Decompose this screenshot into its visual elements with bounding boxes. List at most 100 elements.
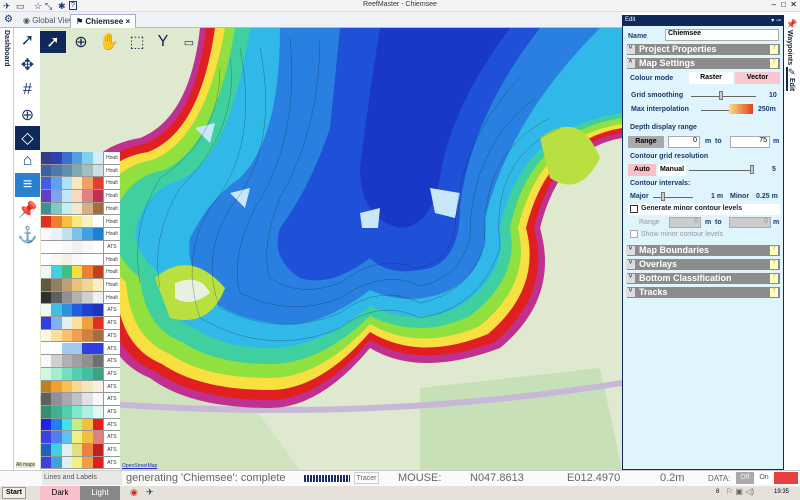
auto-button[interactable]: Auto bbox=[628, 164, 656, 176]
palette-row[interactable]: Hoult bbox=[41, 152, 120, 165]
data-record-button[interactable] bbox=[774, 472, 798, 484]
pointer-icon[interactable]: ➚ bbox=[20, 32, 35, 49]
section-bottom-classification[interactable]: ˅ Bottom Classification? bbox=[626, 273, 780, 284]
chrome-icon[interactable]: ◉ bbox=[130, 487, 138, 497]
show-minor-checkbox[interactable] bbox=[630, 230, 638, 238]
palette-row[interactable]: Hoult bbox=[41, 228, 120, 241]
palette-row[interactable]: ATS bbox=[41, 456, 120, 470]
depth-map[interactable] bbox=[40, 28, 622, 470]
pin-icon[interactable]: ▾ ⊸ bbox=[771, 18, 781, 24]
grid-icon[interactable]: # bbox=[23, 81, 32, 98]
depth-palette-icon[interactable]: ≡ bbox=[15, 173, 40, 197]
palette-row[interactable]: ATS bbox=[41, 240, 120, 254]
ruler-tool-button[interactable]: ▭ bbox=[183, 36, 195, 49]
data-on-button[interactable]: On bbox=[755, 472, 773, 484]
section-project-properties[interactable]: ˅ Project Properties? bbox=[626, 44, 780, 55]
section-map-boundaries[interactable]: ˅ Map Boundaries? bbox=[626, 245, 780, 256]
manual-button[interactable]: Manual bbox=[658, 164, 686, 176]
palette-label: Hoult bbox=[102, 190, 120, 202]
zoom-icon[interactable]: ⊕ bbox=[20, 107, 35, 124]
palette-row[interactable]: ATS bbox=[41, 355, 120, 368]
waypoints-tab[interactable]: 📌 Waypoints bbox=[786, 19, 798, 66]
app-logo-icon[interactable]: ✈ bbox=[3, 1, 11, 11]
major-interval-handle[interactable] bbox=[661, 192, 665, 201]
chevron-down-icon: ˅ bbox=[626, 288, 635, 297]
track-split-tool-button[interactable]: Y bbox=[157, 33, 169, 50]
major-interval-slider[interactable] bbox=[653, 197, 693, 198]
dashboard-side-tab[interactable]: Dashboard bbox=[0, 28, 14, 470]
region-map-icon[interactable]: ◇ bbox=[15, 126, 40, 150]
name-input[interactable]: Chiemsee bbox=[665, 29, 779, 41]
palette-row[interactable]: Hoult bbox=[41, 266, 120, 279]
raster-button[interactable]: Raster bbox=[689, 72, 733, 84]
minor-from-input[interactable]: 0 bbox=[669, 217, 701, 228]
box-select-tool-button[interactable]: ⬚ bbox=[129, 34, 145, 51]
boat-icon[interactable]: ⌂ bbox=[22, 152, 33, 169]
palette-row[interactable]: ATS bbox=[41, 329, 120, 343]
reefmaster-taskbar-icon[interactable]: ✈ bbox=[146, 487, 154, 497]
map-view[interactable]: ➚ ⊕ ✋ ⬚ Y ▭ OpenStreetMap bbox=[40, 28, 622, 470]
pan-hand-tool-button[interactable]: ✋ bbox=[99, 34, 119, 51]
tray-flag-icon[interactable]: ⚐ ▣ ◁) bbox=[726, 487, 754, 496]
section-tracks[interactable]: ˅ Tracks? bbox=[626, 287, 780, 298]
section-overlays[interactable]: ˅ Overlays? bbox=[626, 259, 780, 270]
close-tab-icon[interactable]: × bbox=[125, 17, 131, 26]
palette-row[interactable]: Hoult bbox=[41, 164, 120, 178]
palette-list[interactable]: Hoult Hoult Hoult Hoult Hoult Hoult Hoult ATS Ho… bbox=[41, 152, 120, 470]
move-arrows-icon[interactable]: ✥ bbox=[20, 57, 35, 74]
tab-chiemsee[interactable]: ⚑ Chiemsee × bbox=[70, 14, 137, 28]
edit-tab[interactable]: ✎ Edit bbox=[786, 67, 796, 92]
palette-row[interactable]: Hoult bbox=[41, 279, 120, 292]
palette-row[interactable]: ATS bbox=[41, 406, 120, 419]
tab-global-view[interactable]: ◉ Global View bbox=[23, 16, 75, 25]
maximize-button[interactable]: □ bbox=[781, 0, 786, 9]
tools-icon[interactable]: ⤡ bbox=[45, 1, 53, 11]
depth-to-input[interactable]: 75 bbox=[730, 136, 770, 148]
help-icon[interactable]: ? bbox=[69, 1, 77, 10]
settings-gear-icon[interactable]: ✱ bbox=[58, 1, 66, 11]
palette-row[interactable]: Hoult bbox=[41, 202, 120, 216]
palette-row[interactable]: ATS bbox=[41, 444, 120, 457]
minor-to-input[interactable]: 0 bbox=[729, 217, 771, 228]
osm-attribution-link[interactable]: OpenStreetMap bbox=[122, 463, 158, 469]
palette-row[interactable]: ATS bbox=[41, 393, 120, 406]
section-map-settings[interactable]: ˄ Map Settings? bbox=[626, 58, 780, 69]
max-interpolation-slider[interactable] bbox=[729, 104, 753, 114]
close-button[interactable]: ✕ bbox=[790, 0, 797, 9]
palette-row[interactable]: ATS bbox=[41, 380, 120, 394]
open-folder-icon[interactable]: ▭ bbox=[16, 1, 25, 11]
palette-row[interactable]: ATS bbox=[41, 317, 120, 330]
dashboard-gear-icon[interactable]: ⚙ bbox=[4, 14, 13, 25]
palette-swatch bbox=[82, 190, 93, 202]
palette-row[interactable]: Hoult bbox=[41, 190, 120, 203]
palette-row[interactable]: ATS bbox=[41, 418, 120, 432]
palette-row[interactable]: Hoult bbox=[41, 177, 120, 191]
depth-from-input[interactable]: 0 bbox=[668, 136, 700, 148]
select-tool-button[interactable]: ➚ bbox=[40, 31, 66, 53]
palette-row[interactable]: Hoult bbox=[41, 253, 120, 267]
waypoint-pin-icon[interactable]: 📌 bbox=[17, 202, 38, 219]
light-button[interactable]: Light bbox=[80, 486, 120, 500]
palette-row[interactable]: ATS bbox=[41, 367, 120, 381]
tracer-button[interactable]: Tracer bbox=[354, 472, 379, 484]
grid-smoothing-slider[interactable] bbox=[691, 96, 756, 97]
contour-resolution-slider[interactable] bbox=[689, 170, 751, 171]
contour-resolution-handle[interactable] bbox=[750, 165, 754, 174]
generate-minor-checkbox[interactable] bbox=[630, 205, 638, 213]
palette-row[interactable]: ATS bbox=[41, 304, 120, 318]
palette-row[interactable]: ATS bbox=[41, 342, 120, 356]
dark-button[interactable]: Dark bbox=[40, 486, 80, 500]
range-button[interactable]: Range bbox=[628, 136, 664, 148]
start-button[interactable]: Start bbox=[2, 487, 26, 499]
vector-button[interactable]: Vector bbox=[735, 72, 780, 84]
palette-swatch bbox=[61, 164, 72, 177]
data-off-button[interactable]: Off bbox=[736, 472, 754, 484]
minimize-button[interactable]: – bbox=[771, 0, 776, 9]
zoom-tool-button[interactable]: ⊕ bbox=[74, 34, 88, 51]
grid-smoothing-handle[interactable] bbox=[719, 91, 723, 100]
palette-row[interactable]: Hoult bbox=[41, 215, 120, 229]
palette-row[interactable]: ATS bbox=[41, 431, 120, 445]
favourite-star-icon[interactable]: ☆ bbox=[34, 1, 43, 11]
sonar-boat-icon[interactable]: ⚓ bbox=[17, 227, 38, 244]
palette-row[interactable]: Hoult bbox=[41, 291, 120, 305]
